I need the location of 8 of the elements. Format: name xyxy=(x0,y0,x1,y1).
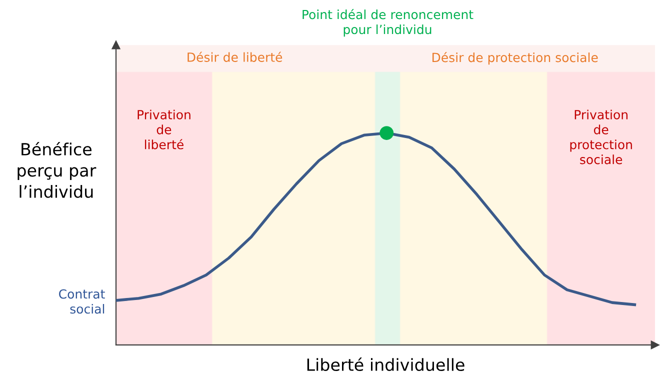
text: Désir de liberté xyxy=(188,52,282,62)
x-axis-title: Liberté individuelle xyxy=(307,357,464,372)
y-axis-title: Bénéfice perçu par l’individu xyxy=(18,142,96,198)
text: Contrat social xyxy=(59,289,105,314)
text: Point idéal de renoncement pour l’individu xyxy=(302,9,474,37)
text: Désir de protection sociale xyxy=(432,52,598,65)
annotation: Privation de protection sociale xyxy=(570,110,632,164)
annotation: Privation de liberté xyxy=(138,110,190,150)
